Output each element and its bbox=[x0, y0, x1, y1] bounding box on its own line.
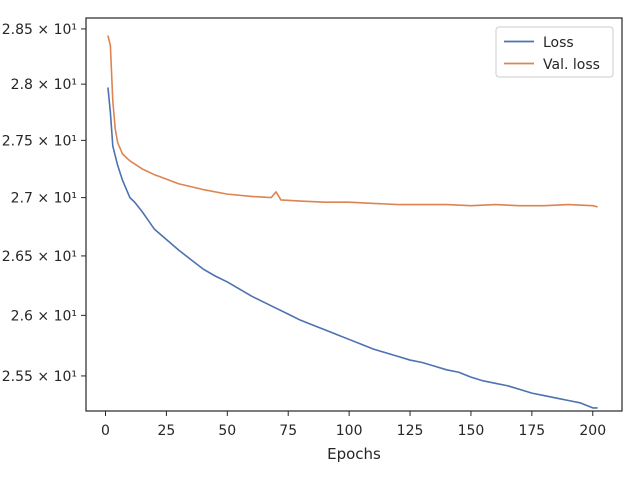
series-line-loss bbox=[107, 87, 598, 409]
x-tick-label: 100 bbox=[336, 423, 363, 439]
plot-frame bbox=[85, 17, 623, 412]
legend: Loss Val. loss bbox=[495, 26, 614, 78]
y-tick-label: 2.65 × 10¹ bbox=[2, 249, 77, 265]
series-layer bbox=[107, 35, 598, 409]
y-tick-label: 2.75 × 10¹ bbox=[2, 133, 77, 149]
x-tick-label: 75 bbox=[279, 423, 297, 439]
x-axis: 0 25 50 75 100 125 150 175 200 bbox=[101, 411, 606, 439]
legend-label: Val. loss bbox=[543, 57, 600, 73]
x-tick-label: 50 bbox=[218, 423, 236, 439]
y-tick-label: 2.7 × 10¹ bbox=[11, 191, 77, 207]
x-tick-label: 175 bbox=[518, 423, 545, 439]
x-tick-label: 0 bbox=[101, 423, 110, 439]
x-tick-label: 125 bbox=[397, 423, 424, 439]
x-axis-title: Epochs bbox=[327, 445, 381, 463]
y-tick-label: 2.85 × 10¹ bbox=[2, 22, 77, 38]
y-tick-label: 2.8 × 10¹ bbox=[11, 77, 77, 93]
legend-box bbox=[495, 26, 614, 78]
legend-label: Loss bbox=[543, 35, 574, 51]
y-tick-label: 2.6 × 10¹ bbox=[11, 308, 77, 324]
series-line-val-loss bbox=[107, 35, 598, 208]
y-tick-label: 2.55 × 10¹ bbox=[2, 369, 77, 385]
x-tick-label: 150 bbox=[458, 423, 485, 439]
plot-area bbox=[86, 18, 622, 411]
x-tick-label: 200 bbox=[579, 423, 606, 439]
y-axis: 2.55 × 10¹ 2.6 × 10¹ 2.65 × 10¹ 2.7 × 10¹ 2.… bbox=[2, 22, 86, 385]
x-tick-label: 25 bbox=[157, 423, 175, 439]
